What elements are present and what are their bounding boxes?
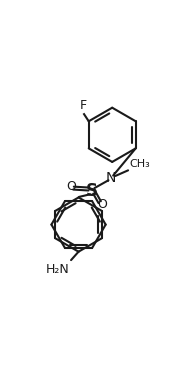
Text: S: S — [86, 182, 98, 200]
Text: O: O — [66, 180, 76, 193]
Text: CH₃: CH₃ — [129, 160, 150, 169]
Text: N: N — [106, 171, 117, 185]
Text: O: O — [97, 197, 107, 211]
Text: H₂N: H₂N — [46, 263, 70, 276]
Text: F: F — [80, 99, 87, 112]
